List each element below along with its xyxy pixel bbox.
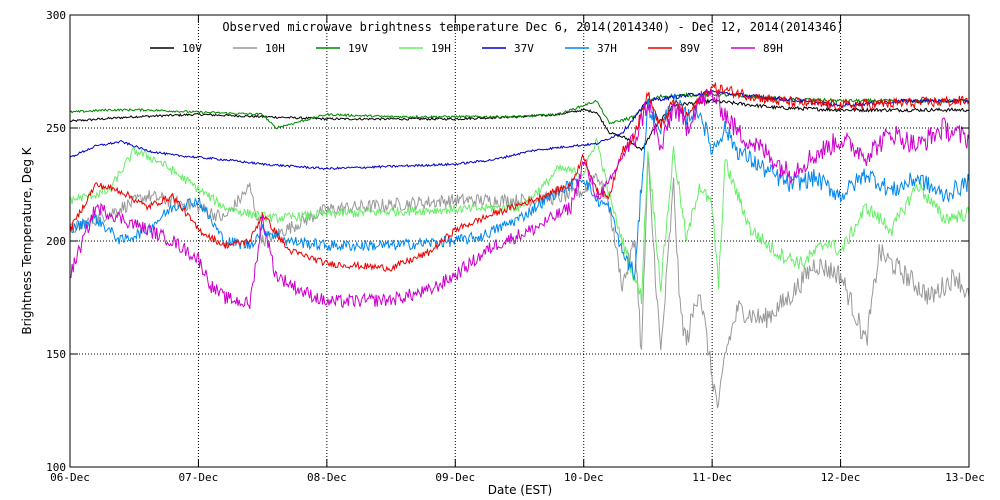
x-tick-label: 06-Dec <box>50 471 90 484</box>
legend-label-89v: 89V <box>680 42 700 55</box>
legend-label-19h: 19H <box>431 42 451 55</box>
axis-ticks: 100 150 200 250 300 06-Dec 07-Dec 08-Dec 09-Dec 1… <box>46 9 985 484</box>
x-tick-label: 13-Dec <box>945 471 985 484</box>
series-line-89h <box>69 88 970 310</box>
x-tick-label: 10-Dec <box>564 471 604 484</box>
legend-label-37h: 37H <box>597 42 617 55</box>
legend-label-37v: 37V <box>514 42 534 55</box>
x-tick-label: 07-Dec <box>179 471 219 484</box>
series-line-89v <box>69 82 970 272</box>
legend-label-10v: 10V <box>182 42 202 55</box>
y-tick-label: 200 <box>46 235 66 248</box>
series-layer <box>69 82 970 409</box>
x-tick-label: 11-Dec <box>692 471 732 484</box>
chart-title: Observed microwave brightness temperatur… <box>222 20 843 34</box>
legend-label-10h: 10H <box>265 42 285 55</box>
x-axis-label: Date (EST) <box>488 483 552 497</box>
y-tick-label: 150 <box>46 348 66 361</box>
series-line-19h <box>69 137 970 305</box>
x-tick-label: 09-Dec <box>435 471 475 484</box>
y-tick-label: 300 <box>46 9 66 22</box>
legend-label-89h: 89H <box>763 42 783 55</box>
legend-label-19v: 19V <box>348 42 368 55</box>
y-tick-label: 100 <box>46 461 66 474</box>
x-tick-label: 12-Dec <box>821 471 861 484</box>
series-line-37v <box>69 90 970 171</box>
x-tick-label: 08-Dec <box>307 471 347 484</box>
legend: 10V 10H 19V 19H 37V 37H 89V 89H <box>150 42 783 55</box>
y-tick-label: 250 <box>46 122 66 135</box>
series-line-37h <box>69 93 970 280</box>
y-axis-label: Brightness Temperature, Deg K <box>20 146 34 334</box>
series-line-10v <box>69 98 970 152</box>
